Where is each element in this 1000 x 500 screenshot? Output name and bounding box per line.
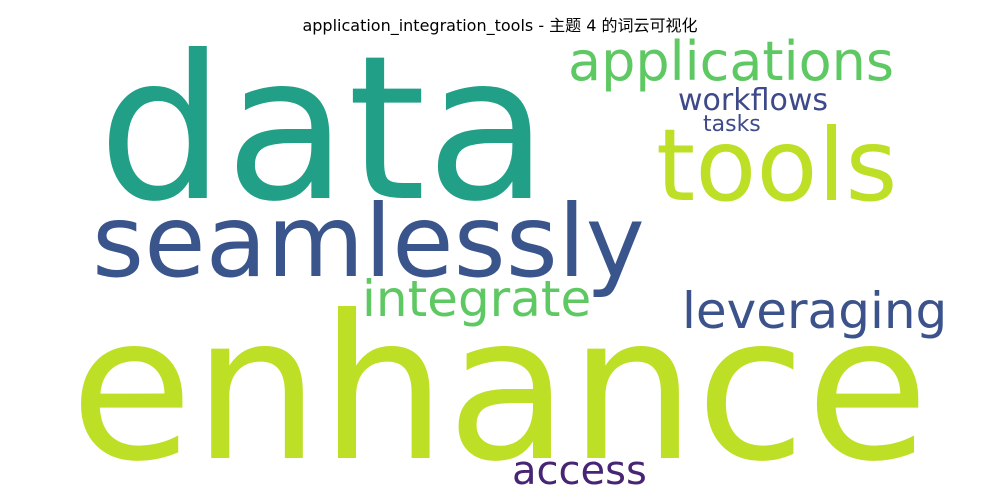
word-workflows: workflows xyxy=(678,83,828,118)
word-access: access xyxy=(512,448,647,494)
chart-title: application_integration_tools - 主题 4 的词云… xyxy=(302,16,698,35)
word-seamlessly: seamlessly xyxy=(92,183,645,300)
word-tools: tools xyxy=(656,107,897,224)
word-tasks: tasks xyxy=(703,112,761,137)
word-leveraging: leveraging xyxy=(682,282,947,340)
word-integrate: integrate xyxy=(362,270,591,328)
word-data: data xyxy=(98,13,549,246)
word-enhance: enhance xyxy=(70,273,929,500)
word-applications: applications xyxy=(568,30,894,93)
